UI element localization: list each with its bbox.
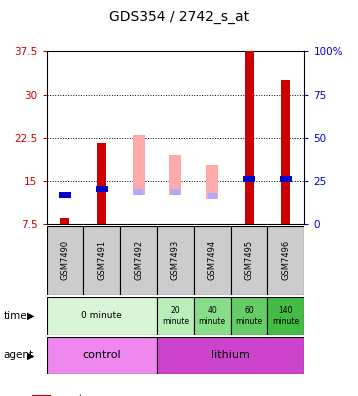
Bar — [134, 189, 143, 195]
Text: GSM7496: GSM7496 — [281, 240, 290, 280]
Text: GSM7490: GSM7490 — [61, 240, 69, 280]
Bar — [157, 297, 194, 335]
Text: time: time — [4, 311, 27, 321]
Bar — [32, 395, 51, 396]
Bar — [206, 165, 218, 199]
Bar — [281, 80, 290, 224]
Bar — [83, 226, 120, 295]
Bar — [267, 297, 304, 335]
Text: GSM7492: GSM7492 — [134, 240, 143, 280]
Bar — [120, 226, 157, 295]
Bar — [267, 226, 304, 295]
Bar — [243, 176, 255, 182]
Text: count: count — [58, 394, 83, 396]
Bar — [47, 337, 157, 374]
Bar — [194, 297, 231, 335]
Text: agent: agent — [4, 350, 34, 360]
Text: 0 minute: 0 minute — [81, 311, 122, 320]
Bar — [157, 337, 304, 374]
Bar — [47, 297, 157, 335]
Bar — [47, 226, 83, 295]
Text: 20
minute: 20 minute — [162, 306, 189, 326]
Text: GSM7495: GSM7495 — [245, 240, 253, 280]
Text: GSM7493: GSM7493 — [171, 240, 180, 280]
Bar — [157, 226, 194, 295]
Bar — [171, 189, 180, 195]
Bar — [169, 155, 182, 195]
Text: ▶: ▶ — [27, 311, 34, 321]
Bar — [59, 192, 71, 198]
Text: 60
minute: 60 minute — [236, 306, 263, 326]
Bar — [245, 51, 253, 224]
Bar — [97, 143, 106, 224]
Text: 40
minute: 40 minute — [199, 306, 226, 326]
Text: 140
minute: 140 minute — [272, 306, 299, 326]
Bar — [133, 135, 145, 195]
Bar — [96, 187, 108, 192]
Text: GSM7494: GSM7494 — [208, 240, 217, 280]
Bar — [280, 176, 292, 182]
Text: GSM7491: GSM7491 — [97, 240, 106, 280]
Bar — [61, 218, 69, 224]
Bar — [231, 226, 267, 295]
Text: lithium: lithium — [211, 350, 250, 360]
Bar — [208, 193, 217, 199]
Text: ▶: ▶ — [27, 350, 34, 360]
Bar — [194, 226, 231, 295]
Text: GDS354 / 2742_s_at: GDS354 / 2742_s_at — [109, 10, 249, 24]
Text: control: control — [82, 350, 121, 360]
Bar — [231, 297, 267, 335]
